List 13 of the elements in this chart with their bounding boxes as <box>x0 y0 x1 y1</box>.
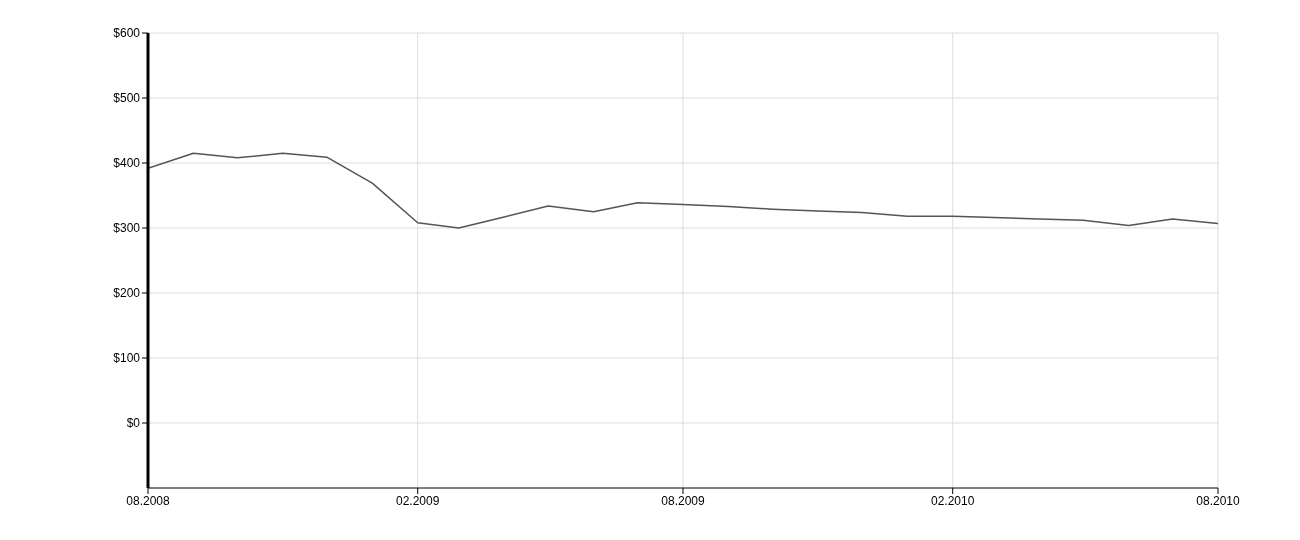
y-tick-label: $300 <box>113 221 141 236</box>
y-tick-label: $600 <box>113 26 141 41</box>
x-tick-label: 02.2010 <box>931 493 975 508</box>
x-tick-label: 08.2008 <box>126 493 171 508</box>
y-tick-label: $100 <box>113 351 141 366</box>
y-tick-label: $200 <box>113 286 141 301</box>
line-series <box>148 152 1218 229</box>
x-tick-label: 08.2010 <box>1196 493 1241 508</box>
x-tick-label: 02.2009 <box>396 493 440 508</box>
y-tick-label: $0 <box>126 416 141 431</box>
y-tick-label: $500 <box>113 91 141 106</box>
y-tick-label: $400 <box>113 156 141 171</box>
x-tick-label: 08.2009 <box>661 493 706 508</box>
